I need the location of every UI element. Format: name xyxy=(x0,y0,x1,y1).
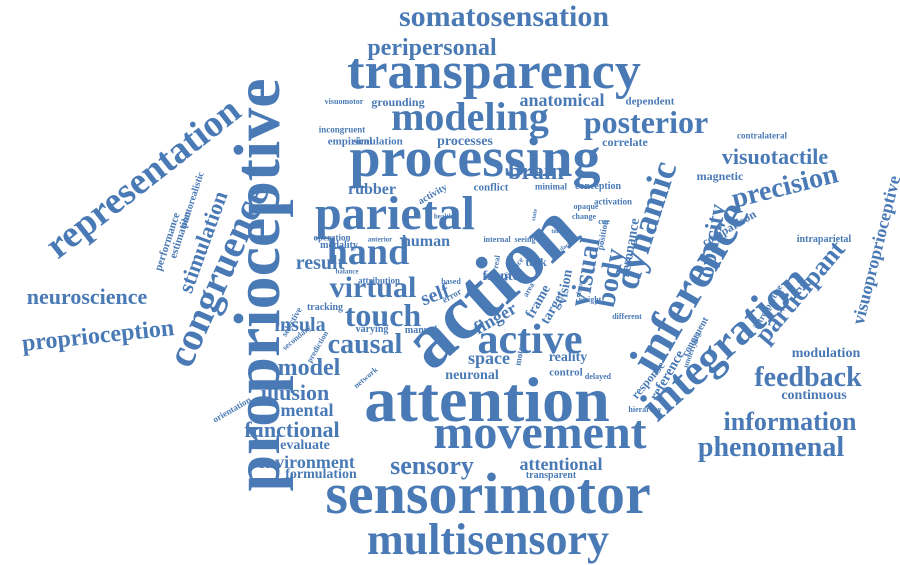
cloud-word: neuronal xyxy=(445,368,499,383)
cloud-word: modality xyxy=(320,240,358,251)
cloud-word: activation xyxy=(594,196,632,207)
cloud-word: movement xyxy=(433,406,647,459)
cloud-word: reality xyxy=(548,350,588,365)
cloud-word: human xyxy=(401,233,451,250)
cloud-word: conflict xyxy=(473,181,509,194)
cloud-word: incongruent xyxy=(318,124,366,135)
cloud-word: processing xyxy=(349,127,601,189)
cloud-word: weight xyxy=(578,295,602,304)
cloud-word: insula xyxy=(274,314,326,336)
cloud-word: multisensory xyxy=(367,515,609,564)
cloud-word: modeling xyxy=(391,94,549,139)
cloud-word: magnetic xyxy=(696,169,744,183)
cloud-word: tracking xyxy=(306,302,344,313)
cloud-word: result xyxy=(295,252,345,274)
cloud-word: posterior xyxy=(583,104,709,140)
cloud-word: empirical xyxy=(327,135,373,148)
cloud-word: rubber xyxy=(348,181,396,198)
cloud-word: manual xyxy=(404,325,438,336)
cloud-word: brain xyxy=(507,159,565,185)
cloud-word: dependent xyxy=(625,95,675,108)
cloud-word: visuoproprioceptive xyxy=(847,173,900,327)
cloud-word: different xyxy=(612,312,642,321)
cloud-word: continuous xyxy=(781,388,847,403)
cloud-word: transparency xyxy=(347,43,641,100)
cloud-word: change xyxy=(572,212,596,221)
cloud-word: intraparietal xyxy=(796,234,852,245)
cloud-word: visuotactile xyxy=(721,144,829,169)
cloud-word: healthy xyxy=(433,212,457,221)
cloud-word: peripersonal xyxy=(367,35,497,61)
cloud-word: contralateral xyxy=(737,130,787,141)
cloud-word: information xyxy=(723,407,857,436)
cloud-word: based xyxy=(441,277,461,286)
cloud-word: space xyxy=(468,348,510,368)
cloud-word: balance xyxy=(335,267,359,276)
cloud-word: control xyxy=(549,366,583,379)
cloud-word: seeing xyxy=(514,235,536,244)
cloud-word: active xyxy=(477,317,583,363)
cloud-word: correlate xyxy=(602,135,648,149)
cloud-word: functional xyxy=(244,417,340,442)
cloud-word: environment xyxy=(257,452,355,472)
cloud-word: internal xyxy=(483,235,511,244)
cloud-word: cue xyxy=(598,217,610,226)
cloud-word: feedback xyxy=(754,362,862,393)
cloud-word: processes xyxy=(437,134,493,149)
cloud-word: neuroscience xyxy=(26,284,148,309)
cloud-word: operation xyxy=(313,232,351,243)
cloud-word: transparent xyxy=(525,470,577,481)
cloud-word: illusion xyxy=(260,380,330,405)
cloud-word: visuomotor xyxy=(324,97,364,106)
cloud-word: model xyxy=(277,355,341,381)
cloud-word: fronto xyxy=(482,269,520,284)
cloud-word: minimal xyxy=(534,181,568,192)
cloud-word: conception xyxy=(574,181,622,192)
cloud-word: virtual xyxy=(329,271,417,304)
cloud-word: attentional xyxy=(519,454,603,474)
cloud-word: mental xyxy=(280,400,334,420)
cloud-word: attention xyxy=(364,364,610,435)
cloud-word: hierarchy xyxy=(628,405,662,414)
cloud-word: phenomenal xyxy=(697,432,845,463)
cloud-word: anterior xyxy=(367,235,393,244)
cloud-word: task xyxy=(525,255,547,269)
cloud-word: sensorimotor xyxy=(325,461,651,526)
cloud-word: delayed xyxy=(584,372,612,381)
cloud-word: grounding xyxy=(371,95,425,109)
cloud-word: hand xyxy=(326,231,410,273)
cloud-word: evaluate xyxy=(280,438,330,453)
cloud-word: simulation xyxy=(353,135,403,148)
cloud-word: attribution xyxy=(357,275,401,286)
cloud-word: modulation xyxy=(791,346,861,361)
cloud-word: touch xyxy=(344,297,422,333)
cloud-word: proprioception xyxy=(20,315,176,357)
cloud-word: formulation xyxy=(285,467,357,482)
cloud-word: parietal xyxy=(315,187,475,240)
cloud-word: sensory xyxy=(390,451,474,480)
cloud-word: causal xyxy=(327,329,403,360)
cloud-word: varying xyxy=(355,324,389,335)
cloud-word: anatomical xyxy=(519,90,605,110)
cloud-word: somatosensation xyxy=(398,0,610,33)
cloud-word: opaque xyxy=(573,202,599,211)
cloud-word: time xyxy=(551,229,563,235)
